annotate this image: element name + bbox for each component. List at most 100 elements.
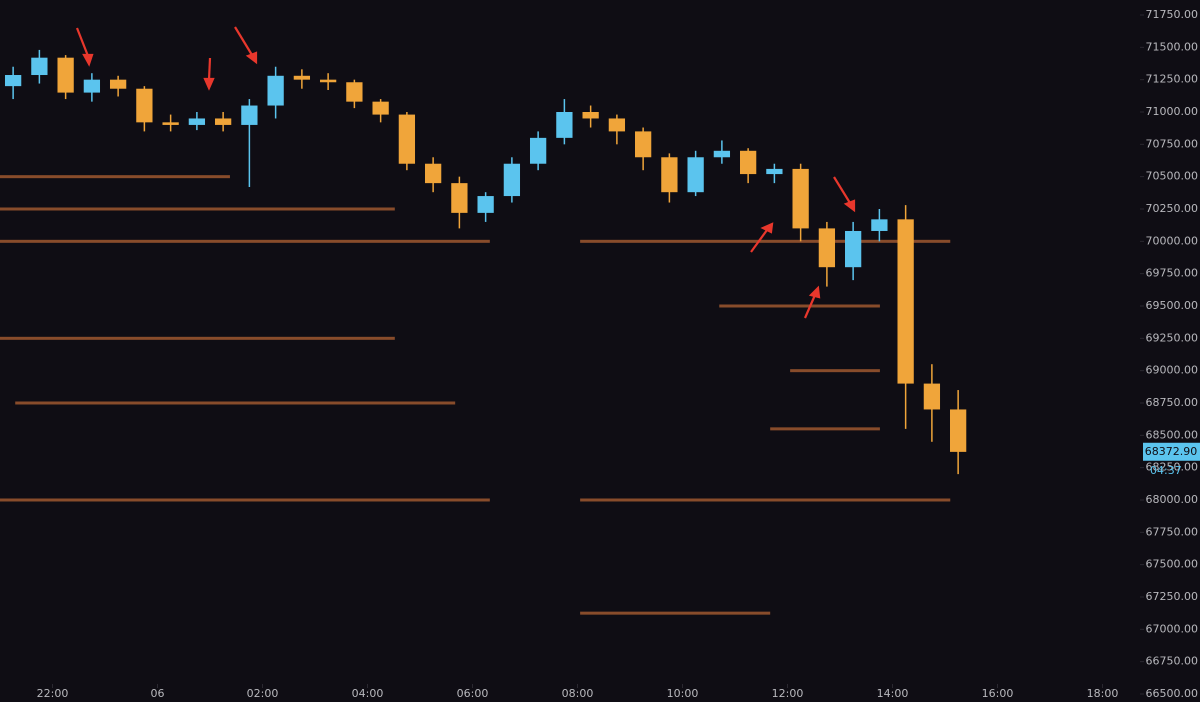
y-tick-label: 67750.00	[1146, 525, 1199, 538]
candle-body	[529, 137, 547, 164]
y-tick-label: 70750.00	[1146, 137, 1199, 150]
y-tick-label: 67500.00	[1146, 558, 1199, 571]
y-tick-label: 69500.00	[1146, 299, 1199, 312]
candle-body	[31, 57, 48, 76]
heatmap-level	[580, 239, 951, 243]
candle-body	[739, 150, 757, 175]
arrow	[803, 294, 817, 319]
candle-body	[766, 168, 783, 175]
y-tick-label: 69750.00	[1146, 267, 1199, 280]
arrow-head	[245, 51, 258, 65]
heatmap-level	[0, 239, 490, 243]
candle-body	[57, 57, 74, 93]
heatmap-level	[719, 304, 880, 308]
arrow	[833, 176, 851, 204]
candle-body	[556, 111, 573, 138]
y-tick-label: 66500.00	[1146, 687, 1199, 700]
candle-body	[346, 82, 363, 102]
candle-body	[451, 183, 468, 213]
y-tick-label: 69250.00	[1146, 331, 1199, 344]
heatmap-level	[0, 498, 490, 502]
candle-body	[844, 230, 862, 268]
arrow	[234, 26, 253, 56]
y-tick-label: 68500.00	[1146, 428, 1199, 441]
candle-body	[188, 118, 206, 125]
heatmap	[0, 175, 951, 615]
y-tick-label: 68750.00	[1146, 396, 1199, 409]
candle-body	[136, 88, 153, 123]
y-tick-label: 68250.00	[1146, 461, 1199, 474]
heatmap-level	[0, 175, 230, 179]
x-tick-label: 18:00	[1087, 687, 1119, 700]
heatmap-level	[790, 369, 880, 373]
y-tick-label: 70000.00	[1146, 234, 1199, 247]
candle-body	[398, 114, 416, 164]
candle-body	[582, 111, 599, 119]
candle-body	[871, 219, 888, 231]
candle-body	[214, 118, 232, 125]
heatmap-level	[580, 498, 951, 502]
axes: 71750.00 71500.00 71250.00 71000.00 70750.00…	[37, 8, 1200, 700]
y-tick-label: 71250.00	[1146, 73, 1199, 86]
x-tick-label: 06:00	[457, 687, 489, 700]
heatmap-level	[770, 427, 880, 431]
candle-body	[241, 105, 258, 125]
y-tick-label: 67250.00	[1146, 590, 1199, 603]
candle-body	[162, 122, 179, 125]
candle-body	[950, 409, 967, 452]
candle-body	[687, 157, 704, 193]
arrows	[75, 26, 856, 319]
x-tick-label: 14:00	[877, 687, 909, 700]
last-price-tag	[1143, 442, 1200, 461]
candle-body	[109, 79, 127, 89]
candle-body	[477, 196, 494, 213]
arrow	[750, 229, 768, 253]
x-tick-label: 16:00	[982, 687, 1014, 700]
arrow-head	[808, 285, 821, 299]
x-tick-label: 06	[151, 687, 165, 700]
x-tick-label: 22:00	[37, 687, 69, 700]
x-tick-label: 02:00	[247, 687, 279, 700]
candle-body	[372, 101, 389, 115]
arrow-head	[82, 53, 94, 67]
candle-body	[293, 75, 311, 80]
heatmap-level	[15, 401, 456, 405]
y-tick-label: 69000.00	[1146, 364, 1199, 377]
y-tick-label: 67000.00	[1146, 622, 1199, 635]
candle-body	[713, 150, 731, 158]
candle-body	[818, 228, 836, 268]
y-tick-label: 71500.00	[1146, 40, 1199, 53]
candle-body	[83, 79, 101, 93]
arrow-head	[843, 199, 856, 213]
x-tick-label: 04:00	[352, 687, 384, 700]
countdown: 04:37	[1150, 464, 1182, 477]
candle-body	[503, 163, 521, 197]
arrow	[207, 57, 212, 81]
candle-body	[267, 75, 284, 106]
arrow-head	[760, 222, 774, 234]
candle-body	[897, 219, 914, 384]
candle-body	[661, 157, 678, 193]
candle-body	[424, 163, 442, 184]
y-tick-label: 70250.00	[1146, 202, 1199, 215]
x-tick-label: 10:00	[667, 687, 699, 700]
candles	[4, 49, 967, 475]
x-tick-label: 08:00	[562, 687, 594, 700]
candle-body	[634, 131, 652, 158]
y-tick-label: 68000.00	[1146, 493, 1199, 506]
y-tick-label: 66750.00	[1146, 655, 1199, 668]
last-price-label: 68372.90	[1145, 445, 1198, 458]
heatmap-level	[0, 207, 395, 211]
candle-body	[923, 383, 941, 410]
heatmap-level	[580, 611, 771, 615]
candle-body	[792, 168, 809, 229]
arrow	[75, 27, 90, 57]
y-tick-label: 71750.00	[1146, 8, 1199, 21]
x-tick-label: 12:00	[772, 687, 804, 700]
candle-body	[319, 79, 337, 83]
y-tick-label: 70500.00	[1146, 170, 1199, 183]
candle-body	[4, 75, 22, 87]
arrow-head	[203, 77, 215, 91]
